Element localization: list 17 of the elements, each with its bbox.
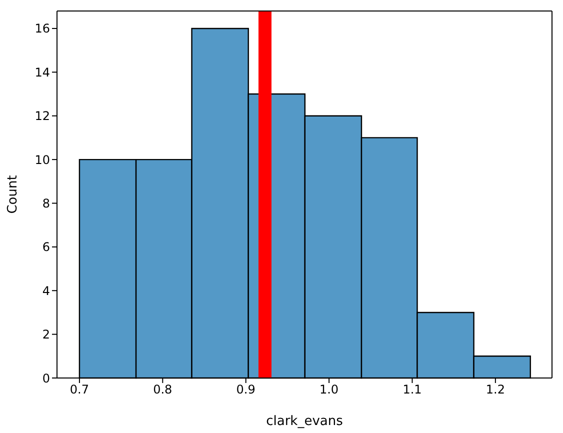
y-tick-label: 10: [34, 152, 50, 167]
x-axis-title: clark_evans: [266, 414, 344, 429]
y-axis-title: Count: [6, 175, 21, 214]
y-tick-label: 16: [34, 22, 50, 36]
x-tick-label: 1.1: [402, 382, 422, 397]
y-tick-label: 4: [42, 284, 50, 298]
x-tick-label: 1.0: [319, 382, 339, 397]
y-tick-label: 14: [34, 65, 50, 80]
y-tick-label: 12: [34, 109, 50, 124]
x-tick-label: 0.9: [236, 382, 256, 397]
y-tick-label: 8: [42, 196, 50, 210]
y-tick-label: 6: [42, 240, 50, 254]
y-tick-label: 2: [42, 328, 50, 342]
x-tick-label: 1.2: [486, 382, 505, 397]
y-tick-label: 0: [42, 371, 50, 386]
x-tick-label: 0.8: [153, 382, 172, 397]
x-tick-label: 0.7: [70, 382, 90, 397]
